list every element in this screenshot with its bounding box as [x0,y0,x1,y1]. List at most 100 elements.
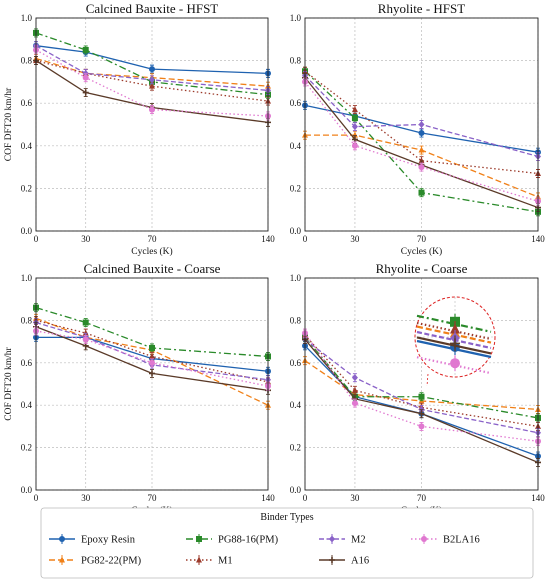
data-point [418,121,425,128]
y-axis-label: COF DFT20 km/hr [4,346,14,420]
data-point [149,106,155,113]
zoom-series-line [416,356,492,375]
data-point [82,336,89,343]
x-tick-label: 140 [531,234,545,244]
data-point [149,344,155,351]
data-point [418,393,425,400]
x-tick-label: 30 [81,493,91,503]
x-tick-label: 140 [261,493,275,503]
y-tick-label: 0.8 [21,56,33,66]
zoom-series-line [416,321,492,341]
data-point [149,370,155,377]
data-point [418,164,425,171]
y-tick-label: 0.2 [290,443,301,453]
series-b2la16 [33,45,271,121]
x-tick-label: 0 [303,493,308,503]
series-line [304,339,539,464]
series-line [304,338,539,434]
y-tick-label: 1.0 [21,13,33,23]
y-tick-label: 1.0 [21,273,33,283]
zoom-series-line [416,336,492,355]
legend-marker [196,556,202,563]
x-tick-label: 140 [261,234,275,244]
chart-title: Calcined Bauxite - Coarse [84,261,221,276]
series-pg88-16-pm- [302,66,541,217]
series-b2la16 [33,326,271,391]
x-tick-label: 30 [350,234,360,244]
data-point [82,329,89,336]
series-line [35,45,269,75]
x-tick-label: 70 [148,234,158,244]
legend-entry-epoxy-resin: Epoxy Resin [49,534,136,546]
chart-panel-3: 0.0 0.2 0.4 0.6 0.8 1.0 0 30 70 140 Calcined Bauxi… [4,261,275,516]
series-line [304,81,539,202]
legend-label: PG88-16(PM) [218,535,279,546]
series-line [304,77,539,209]
data-point [418,146,425,153]
plot-frame [304,17,539,232]
y-tick-label: 0.0 [21,485,33,495]
legend-marker [196,536,202,542]
x-axis-label: Cycles (K) [131,246,172,257]
series-line [35,57,269,87]
legend-entry-b2la16: B2LA16 [411,534,480,546]
series-line [304,336,539,419]
legend: Binder Types Epoxy Resin PG82-22(PM) PG88-1… [40,507,534,579]
plot-frame [35,277,269,491]
data-point [351,123,358,131]
series-line [304,70,539,175]
series-line [35,330,269,387]
series-line [35,59,269,102]
y-tick-label: 0.6 [21,98,33,108]
x-axis-label: Cycles (K) [401,246,442,257]
data-point [418,189,425,196]
data-point [418,423,425,430]
data-point [351,142,358,149]
legend-entry-pg82-22-pm-: PG82-22(PM) [49,555,142,567]
legend-entry-m2: M2 [319,534,366,546]
x-tick-label: 70 [417,493,427,503]
y-tick-label: 0.2 [21,183,32,193]
legend-label: M2 [351,535,366,546]
y-tick-label: 0.4 [21,400,33,410]
series-line [35,32,269,96]
y-tick-label: 0.8 [290,56,302,66]
data-point [351,386,358,393]
series-line [304,345,539,457]
y-tick-label: 0.0 [290,226,302,236]
legend-marker [59,536,65,542]
x-tick-label: 140 [531,493,545,503]
y-tick-label: 0.6 [290,358,302,368]
series-line [35,60,269,124]
data-point [351,374,358,382]
x-tick-label: 0 [303,234,308,244]
data-point [418,130,425,137]
data-point [418,157,425,164]
chart-title: Calcined Bauxite - HFST [86,1,219,16]
x-tick-label: 70 [148,493,158,503]
x-tick-label: 30 [350,493,360,503]
y-axis-label: COF DFT20 km/hr [4,87,14,161]
legend-label: A16 [351,556,369,567]
plot-frame [35,17,269,232]
y-tick-label: 0.0 [290,485,302,495]
legend-entry-a16: A16 [319,555,369,567]
legend-title: Binder Types [260,512,313,523]
series-line [304,360,539,411]
legend-label: PG82-22(PM) [81,556,142,567]
x-tick-label: 30 [81,234,91,244]
data-point [351,115,358,122]
data-point [149,352,155,359]
chart-panels: 0.0 0.2 0.4 0.6 0.8 1.0 0 30 70 140 Calcined Bauxi… [4,1,545,516]
legend-marker [421,536,427,542]
y-tick-label: 0.8 [21,315,33,325]
x-tick-label: 0 [34,234,39,244]
legend-entry-pg88-16-pm-: PG88-16(PM) [186,534,279,546]
y-tick-label: 0.0 [21,226,33,236]
legend-marker [329,557,335,563]
chart-panel-1: 0.0 0.2 0.4 0.6 0.8 1.0 0 30 70 140 Calcined Bauxi… [4,1,275,257]
zoom-connector [426,373,429,387]
data-point [351,106,358,113]
data-point [149,359,155,366]
